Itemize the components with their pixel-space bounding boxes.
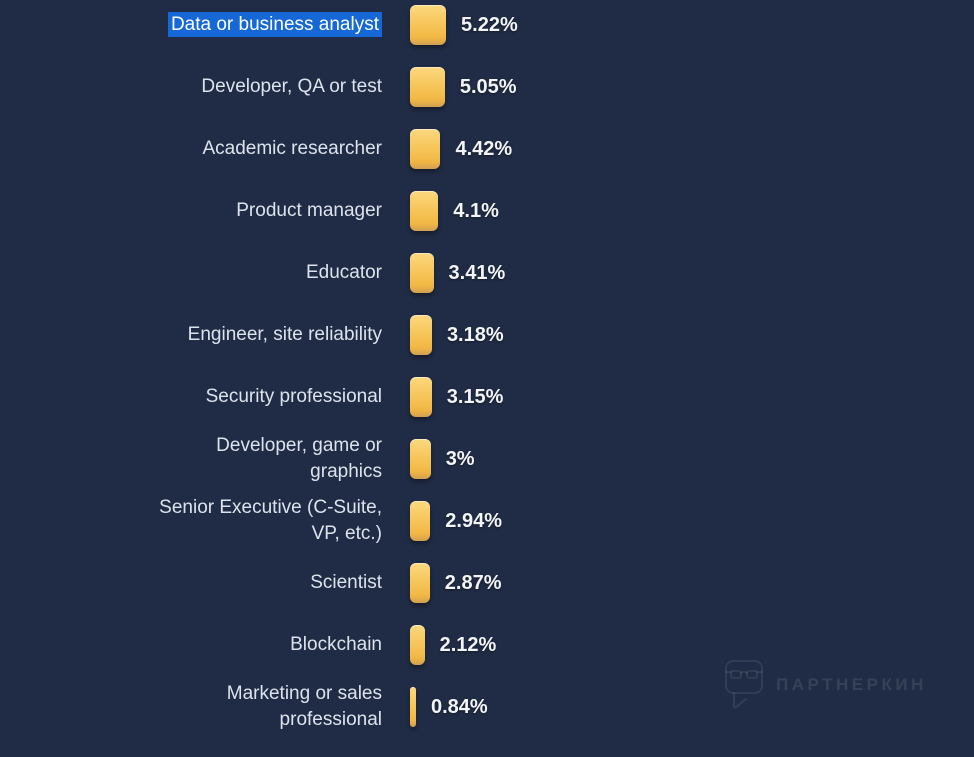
bar[interactable] — [410, 315, 432, 355]
chart-row: Blockchain 2.12% — [142, 614, 842, 676]
category-label[interactable]: Marketing or sales professional — [226, 683, 382, 730]
bar-chart: Data or business analyst 5.22% Developer… — [142, 0, 842, 738]
value-label: 3% — [445, 447, 475, 470]
category-label[interactable]: Developer, game or graphics — [216, 435, 382, 482]
bar[interactable] — [410, 377, 432, 417]
category-label[interactable]: Engineer, site reliability — [187, 324, 382, 345]
category-label-cell: Senior Executive (C-Suite, VP, etc.) — [142, 495, 382, 547]
chart-row: Security professional 3.15% — [142, 366, 842, 428]
category-label-cell: Marketing or sales professional — [142, 681, 382, 733]
value-label: 5.22% — [461, 13, 518, 36]
category-label[interactable]: Data or business analyst — [167, 12, 382, 37]
value-label: 3.15% — [446, 385, 504, 408]
category-label-cell: Engineer, site reliability — [142, 322, 382, 348]
category-label-cell: Data or business analyst — [142, 12, 382, 38]
value-label: 4.42% — [455, 137, 513, 160]
category-label[interactable]: Security professional — [205, 386, 382, 407]
category-label[interactable]: Scientist — [310, 572, 382, 593]
category-label-cell: Product manager — [142, 198, 382, 224]
bar[interactable] — [410, 439, 431, 479]
speech-bubble-glasses-icon — [725, 660, 763, 709]
category-label-cell: Security professional — [142, 384, 382, 410]
category-label[interactable]: Educator — [305, 262, 382, 283]
value-label: 3.41% — [448, 261, 506, 284]
bar[interactable] — [410, 625, 425, 665]
bar[interactable] — [410, 5, 447, 45]
bar[interactable] — [410, 253, 434, 293]
bar[interactable] — [410, 563, 430, 603]
category-label-cell: Blockchain — [142, 632, 382, 658]
category-label[interactable]: Developer, QA or test — [201, 76, 382, 97]
value-label: 2.87% — [444, 571, 502, 594]
category-label-cell: Educator — [142, 260, 382, 286]
category-label[interactable]: Senior Executive (C-Suite, VP, etc.) — [159, 497, 382, 544]
chart-row: Scientist 2.87% — [142, 552, 842, 614]
bar[interactable] — [410, 191, 439, 231]
chart-row: Marketing or sales professional 0.84% — [142, 676, 842, 738]
value-label: 0.84% — [431, 695, 488, 718]
category-label[interactable]: Blockchain — [290, 634, 382, 655]
value-label: 2.94% — [445, 509, 502, 532]
chart-row: Engineer, site reliability 3.18% — [142, 304, 842, 366]
bar[interactable] — [410, 501, 431, 541]
bar[interactable] — [410, 687, 416, 727]
value-label: 2.12% — [439, 633, 497, 656]
watermark-text: ПАРТНЕРКИН — [776, 675, 927, 694]
chart-row: Data or business analyst 5.22% — [142, 0, 842, 56]
chart-row: Developer, game or graphics 3% — [142, 428, 842, 490]
value-label: 4.1% — [453, 199, 499, 222]
chart-row: Senior Executive (C-Suite, VP, etc.) 2.9… — [142, 490, 842, 552]
category-label[interactable]: Product manager — [236, 200, 382, 221]
value-label: 3.18% — [446, 323, 504, 346]
watermark: ПАРТНЕРКИН — [725, 660, 927, 710]
bar[interactable] — [410, 129, 441, 169]
category-label-cell: Academic researcher — [142, 136, 382, 162]
category-label-cell: Developer, QA or test — [142, 74, 382, 100]
chart-row: Educator 3.41% — [142, 242, 842, 304]
category-label-cell: Developer, game or graphics — [142, 433, 382, 485]
chart-row: Academic researcher 4.42% — [142, 118, 842, 180]
bar[interactable] — [410, 67, 445, 107]
chart-row: Product manager 4.1% — [142, 180, 842, 242]
category-label-cell: Scientist — [142, 570, 382, 596]
chart-row: Developer, QA or test 5.05% — [142, 56, 842, 118]
category-label[interactable]: Academic researcher — [202, 138, 382, 159]
value-label: 5.05% — [459, 75, 517, 98]
